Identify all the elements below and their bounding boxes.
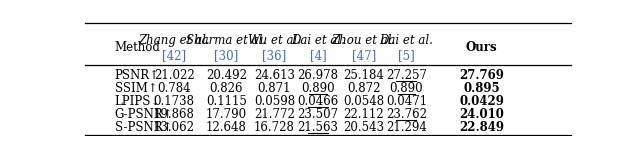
Text: G-PSNR↑: G-PSNR↑ <box>115 108 173 121</box>
Text: 20.492: 20.492 <box>206 69 247 82</box>
Text: 21.772: 21.772 <box>254 108 295 121</box>
Text: 0.1738: 0.1738 <box>154 95 195 108</box>
Text: 26.978: 26.978 <box>298 69 339 82</box>
Text: [47]: [47] <box>351 49 376 62</box>
Text: [42]: [42] <box>162 49 186 62</box>
Text: Ours: Ours <box>466 41 497 54</box>
Text: 20.543: 20.543 <box>343 121 384 134</box>
Text: Wu et al.: Wu et al. <box>248 34 301 47</box>
Text: 22.112: 22.112 <box>344 108 384 121</box>
Text: [30]: [30] <box>214 49 239 62</box>
Text: S-PSNR↑: S-PSNR↑ <box>115 121 172 134</box>
Text: Method: Method <box>115 41 161 54</box>
Text: 22.849: 22.849 <box>460 121 504 134</box>
Text: Sharma et al.: Sharma et al. <box>186 34 266 47</box>
Text: 16.728: 16.728 <box>254 121 295 134</box>
Text: 0.0466: 0.0466 <box>298 95 339 108</box>
Text: 0.784: 0.784 <box>157 82 191 95</box>
Text: 21.294: 21.294 <box>386 121 427 134</box>
Text: 24.613: 24.613 <box>254 69 295 82</box>
Text: 24.010: 24.010 <box>460 108 504 121</box>
Text: 23.762: 23.762 <box>386 108 427 121</box>
Text: Dai et al.: Dai et al. <box>380 34 433 47</box>
Text: Zhou et al.: Zhou et al. <box>332 34 396 47</box>
Text: 19.868: 19.868 <box>154 108 195 121</box>
Text: Dai et al.: Dai et al. <box>291 34 345 47</box>
Text: 0.0598: 0.0598 <box>254 95 295 108</box>
Text: PSNR↑: PSNR↑ <box>115 69 160 82</box>
Text: [4]: [4] <box>310 49 326 62</box>
Text: 0.890: 0.890 <box>301 82 335 95</box>
Text: LPIPS↓: LPIPS↓ <box>115 95 161 108</box>
Text: 0.826: 0.826 <box>209 82 243 95</box>
Text: 0.890: 0.890 <box>390 82 423 95</box>
Text: 0.0548: 0.0548 <box>343 95 384 108</box>
Text: SSIM↑: SSIM↑ <box>115 82 157 95</box>
Text: 12.648: 12.648 <box>206 121 247 134</box>
Text: 0.1115: 0.1115 <box>206 95 247 108</box>
Text: 17.790: 17.790 <box>205 108 247 121</box>
Text: [5]: [5] <box>398 49 415 62</box>
Text: 21.022: 21.022 <box>154 69 195 82</box>
Text: 13.062: 13.062 <box>154 121 195 134</box>
Text: 0.895: 0.895 <box>463 82 500 95</box>
Text: Zhang et al.: Zhang et al. <box>138 34 210 47</box>
Text: 23.507: 23.507 <box>298 108 339 121</box>
Text: 0.0471: 0.0471 <box>386 95 427 108</box>
Text: 0.872: 0.872 <box>347 82 380 95</box>
Text: 27.769: 27.769 <box>460 69 504 82</box>
Text: 0.871: 0.871 <box>258 82 291 95</box>
Text: [36]: [36] <box>262 49 287 62</box>
Text: 0.0429: 0.0429 <box>460 95 504 108</box>
Text: 21.563: 21.563 <box>298 121 339 134</box>
Text: 27.257: 27.257 <box>386 69 427 82</box>
Text: 25.184: 25.184 <box>343 69 384 82</box>
